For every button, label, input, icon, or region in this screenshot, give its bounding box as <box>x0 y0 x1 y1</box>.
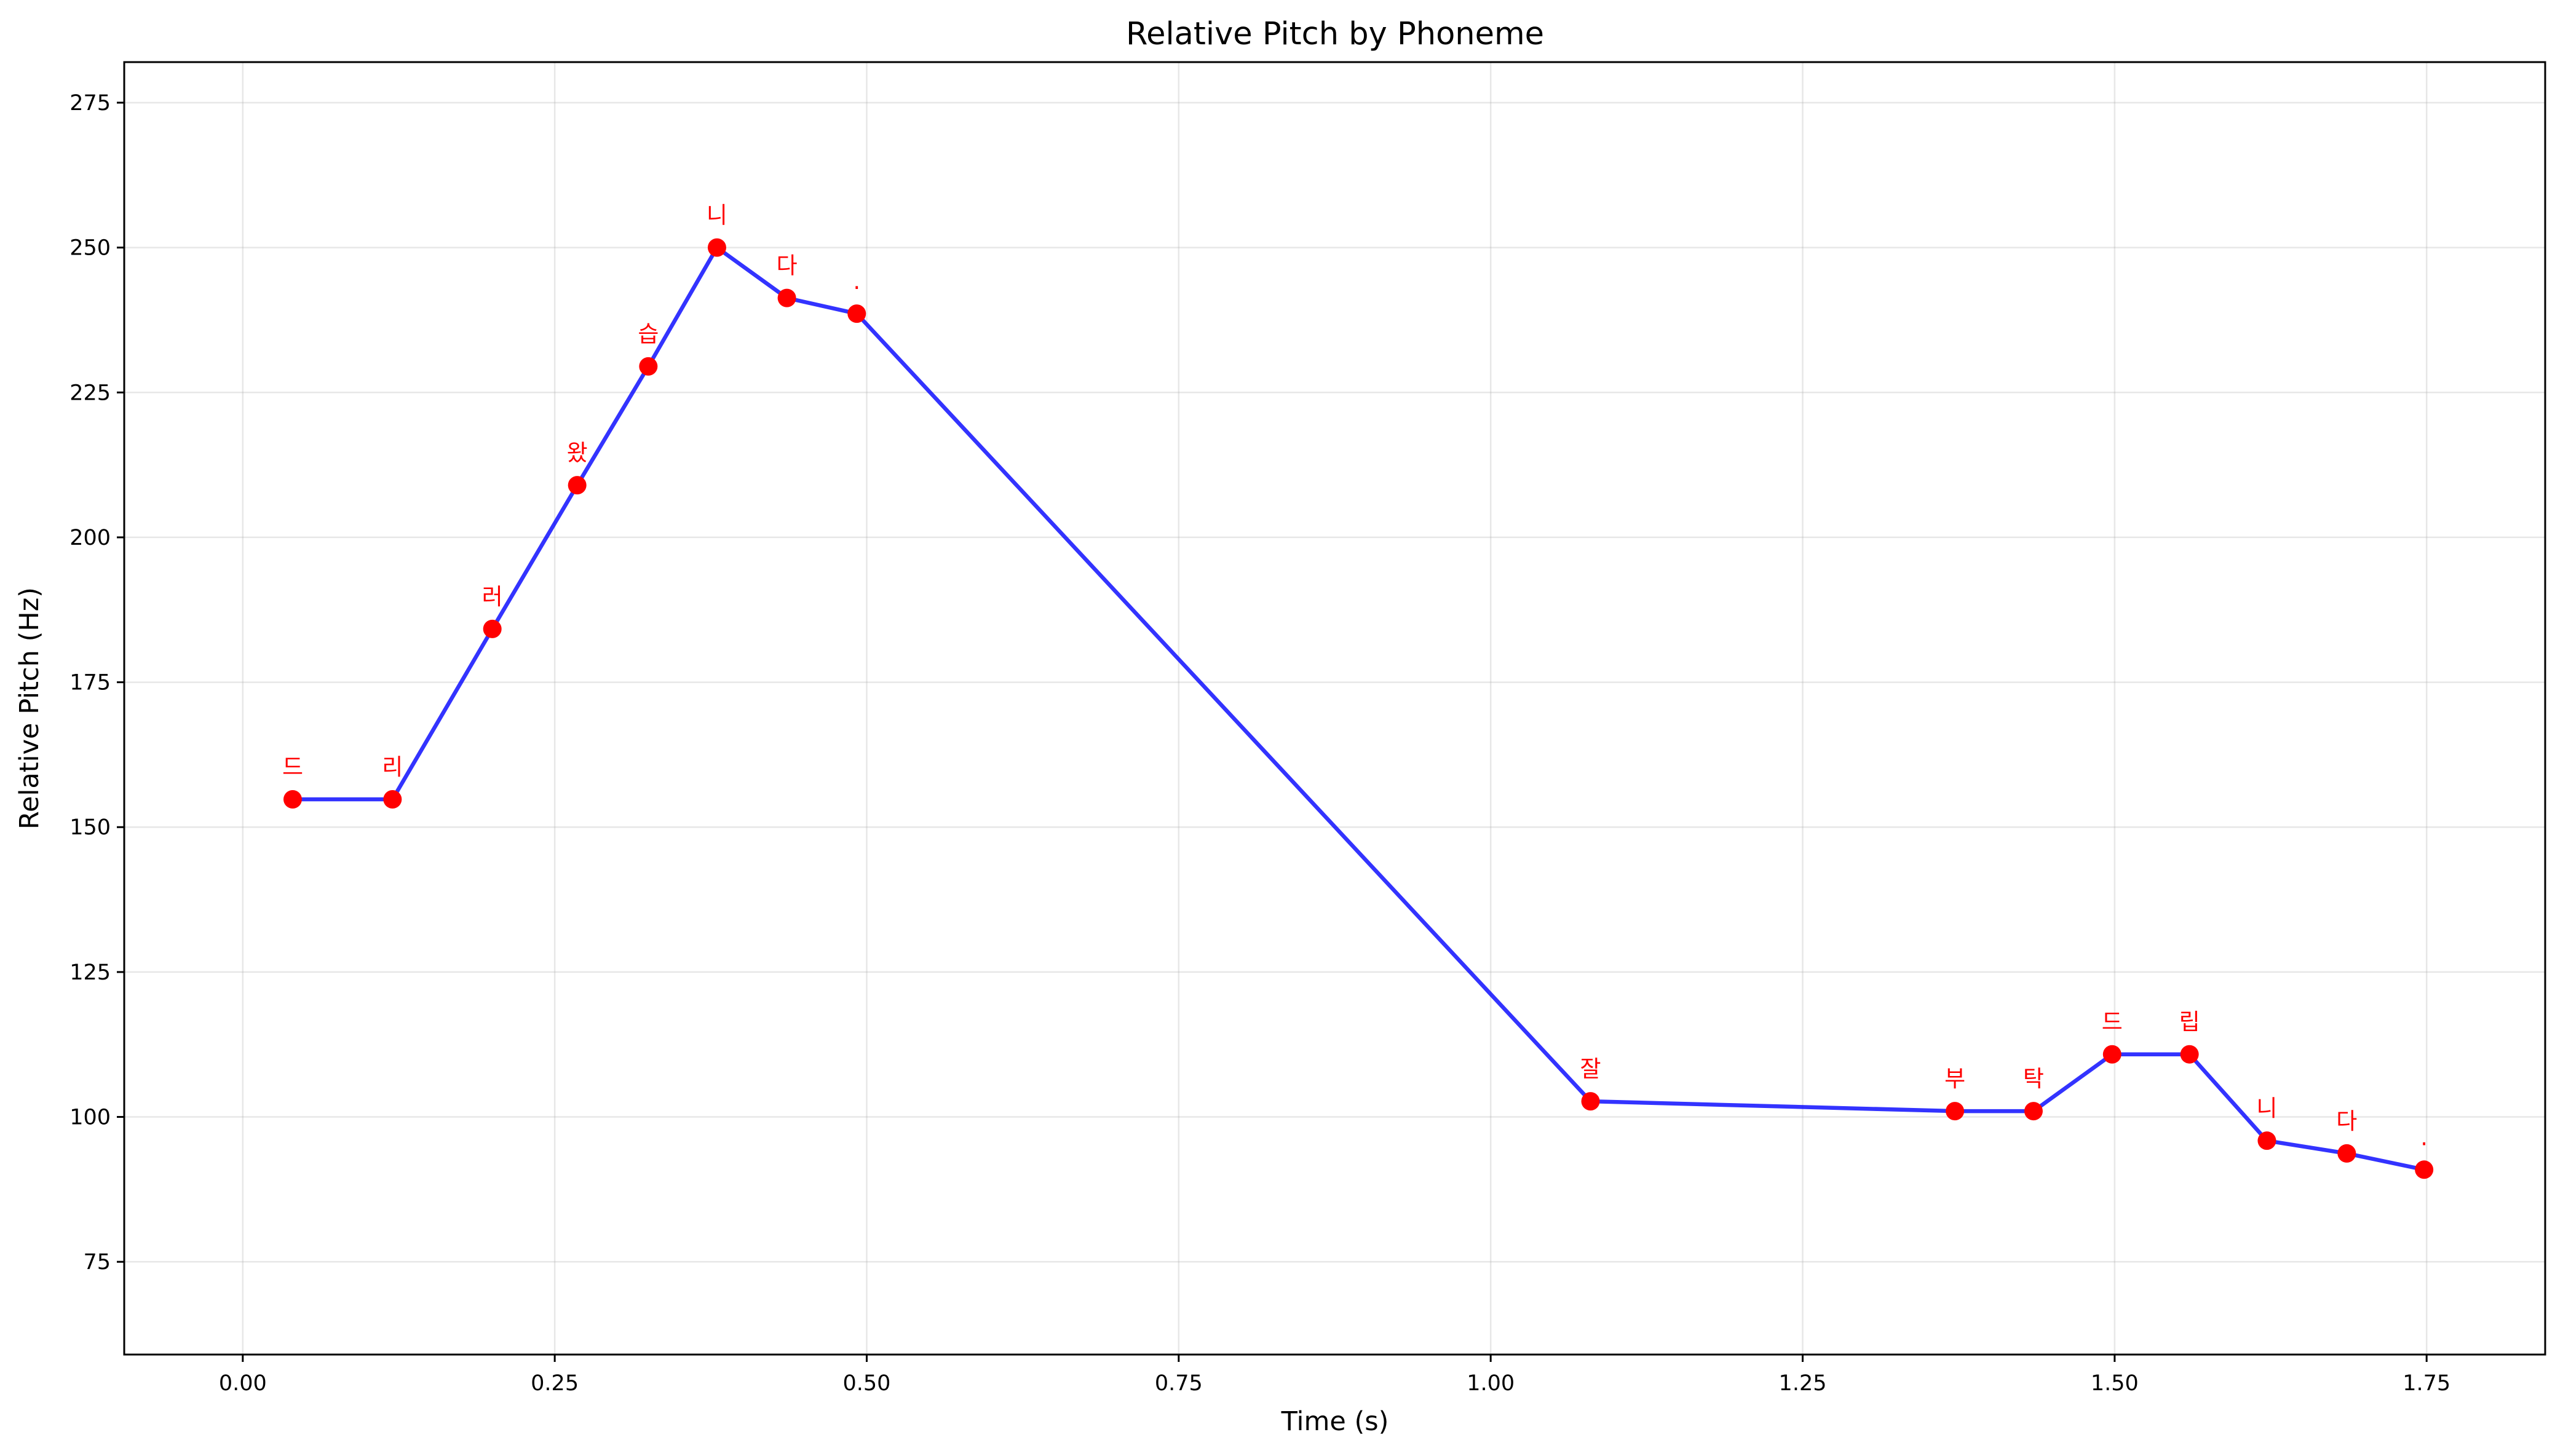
y-tick-label: 100 <box>69 1106 111 1130</box>
phoneme-label: 다 <box>2336 1108 2357 1134</box>
data-point <box>2337 1144 2356 1163</box>
plot-frame <box>123 61 2546 1356</box>
phoneme-label: 다 <box>777 253 798 279</box>
x-tick-label: 1.00 <box>1467 1371 1515 1396</box>
y-tick-label: 225 <box>69 381 111 405</box>
y-axis-label: Relative Pitch (Hz) <box>14 587 45 829</box>
data-points <box>283 238 2434 1179</box>
y-tick-label: 275 <box>69 91 111 116</box>
data-point <box>1581 1092 1600 1111</box>
data-point <box>777 288 796 307</box>
y-tick-label: 200 <box>69 526 111 550</box>
x-tick-label: 0.75 <box>1155 1371 1203 1396</box>
phoneme-label: 왔 <box>567 440 588 466</box>
data-point <box>707 238 726 257</box>
chart-title: Relative Pitch by Phoneme <box>1126 16 1544 52</box>
x-tick-label: 1.50 <box>2091 1371 2139 1396</box>
phoneme-label: 립 <box>2179 1009 2200 1035</box>
data-point <box>383 789 402 809</box>
phoneme-label: . <box>2420 1124 2428 1150</box>
data-point <box>283 789 302 809</box>
phoneme-label: 드 <box>2102 1009 2123 1035</box>
y-tick-label: 125 <box>69 960 111 985</box>
pitch-line <box>292 245 2425 1172</box>
y-axis: 75 100 125 150 175 200 225 250 275 <box>69 91 124 1275</box>
phoneme-label: . <box>853 268 860 295</box>
data-point <box>1946 1102 1965 1121</box>
x-tick-label: 0.00 <box>219 1371 267 1396</box>
y-tick-label: 150 <box>69 815 111 840</box>
phoneme-label: 부 <box>1944 1066 1965 1092</box>
data-point <box>2415 1160 2434 1179</box>
data-point <box>2024 1102 2043 1121</box>
phoneme-label: 잘 <box>1580 1056 1601 1082</box>
phoneme-label: 습 <box>638 321 659 347</box>
phoneme-label: 니 <box>707 202 727 229</box>
data-point <box>2102 1045 2121 1064</box>
y-tick-label: 250 <box>69 236 111 261</box>
phoneme-label: 드 <box>282 754 303 780</box>
data-point <box>483 619 502 638</box>
data-point <box>2257 1131 2276 1150</box>
x-axis: 0.00 0.25 0.50 0.75 1.00 1.25 1.50 1.75 <box>219 1355 2450 1396</box>
data-point <box>847 304 866 323</box>
phoneme-label: 니 <box>2256 1095 2277 1122</box>
x-axis-label: Time (s) <box>1281 1406 1389 1437</box>
y-tick-label: 75 <box>83 1250 111 1275</box>
x-tick-label: 1.25 <box>1779 1371 1827 1396</box>
x-tick-label: 1.75 <box>2403 1371 2450 1396</box>
data-point <box>568 476 587 495</box>
y-tick-label: 175 <box>69 671 111 695</box>
grid <box>124 62 2545 1355</box>
data-point <box>639 357 658 376</box>
phoneme-label: 탁 <box>2023 1066 2044 1092</box>
x-tick-label: 0.50 <box>843 1371 891 1396</box>
phoneme-label: 리 <box>382 754 403 780</box>
data-point <box>2180 1045 2199 1064</box>
x-tick-label: 0.25 <box>531 1371 579 1396</box>
phoneme-label: 러 <box>482 584 503 610</box>
